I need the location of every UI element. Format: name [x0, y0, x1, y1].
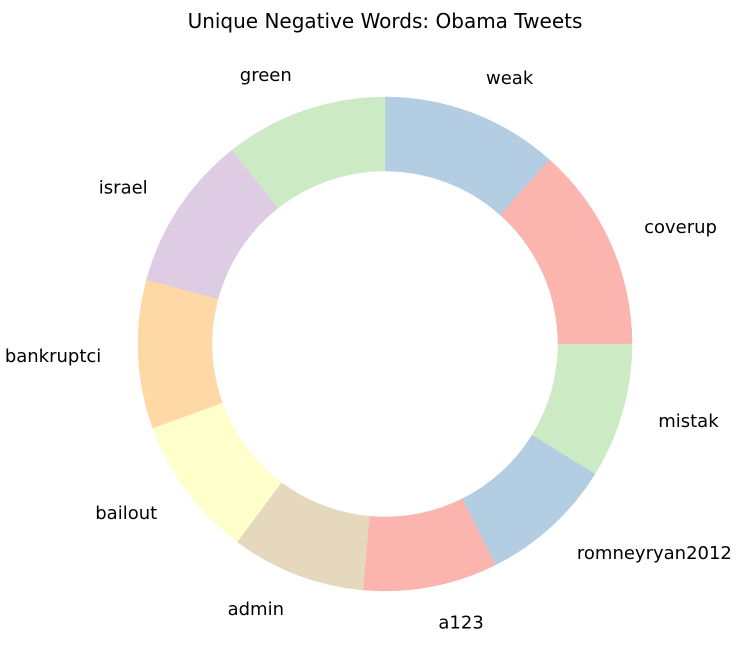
slice-label-mistak: mistak [658, 411, 719, 432]
slice-label-admin: admin [228, 599, 284, 620]
slices-group [137, 96, 633, 592]
slice-mistak [531, 343, 633, 475]
slice-label-weak: weak [486, 68, 534, 89]
slice-label-a123: a123 [438, 612, 483, 633]
labels-group: coverup weak green israel bankruptci bailout a… [5, 65, 732, 633]
slice-label-bankruptci: bankruptci [5, 346, 101, 367]
slice-label-green: green [240, 65, 292, 86]
slice-label-bailout: bailout [95, 503, 157, 524]
chart-title: Unique Negative Words: Obama Tweets [188, 9, 583, 33]
slice-label-coverup: coverup [644, 217, 717, 238]
slice-label-romneyryan2012: romneyryan2012 [577, 543, 732, 564]
slice-bankruptci [137, 279, 223, 429]
slice-label-israel: israel [99, 177, 148, 198]
